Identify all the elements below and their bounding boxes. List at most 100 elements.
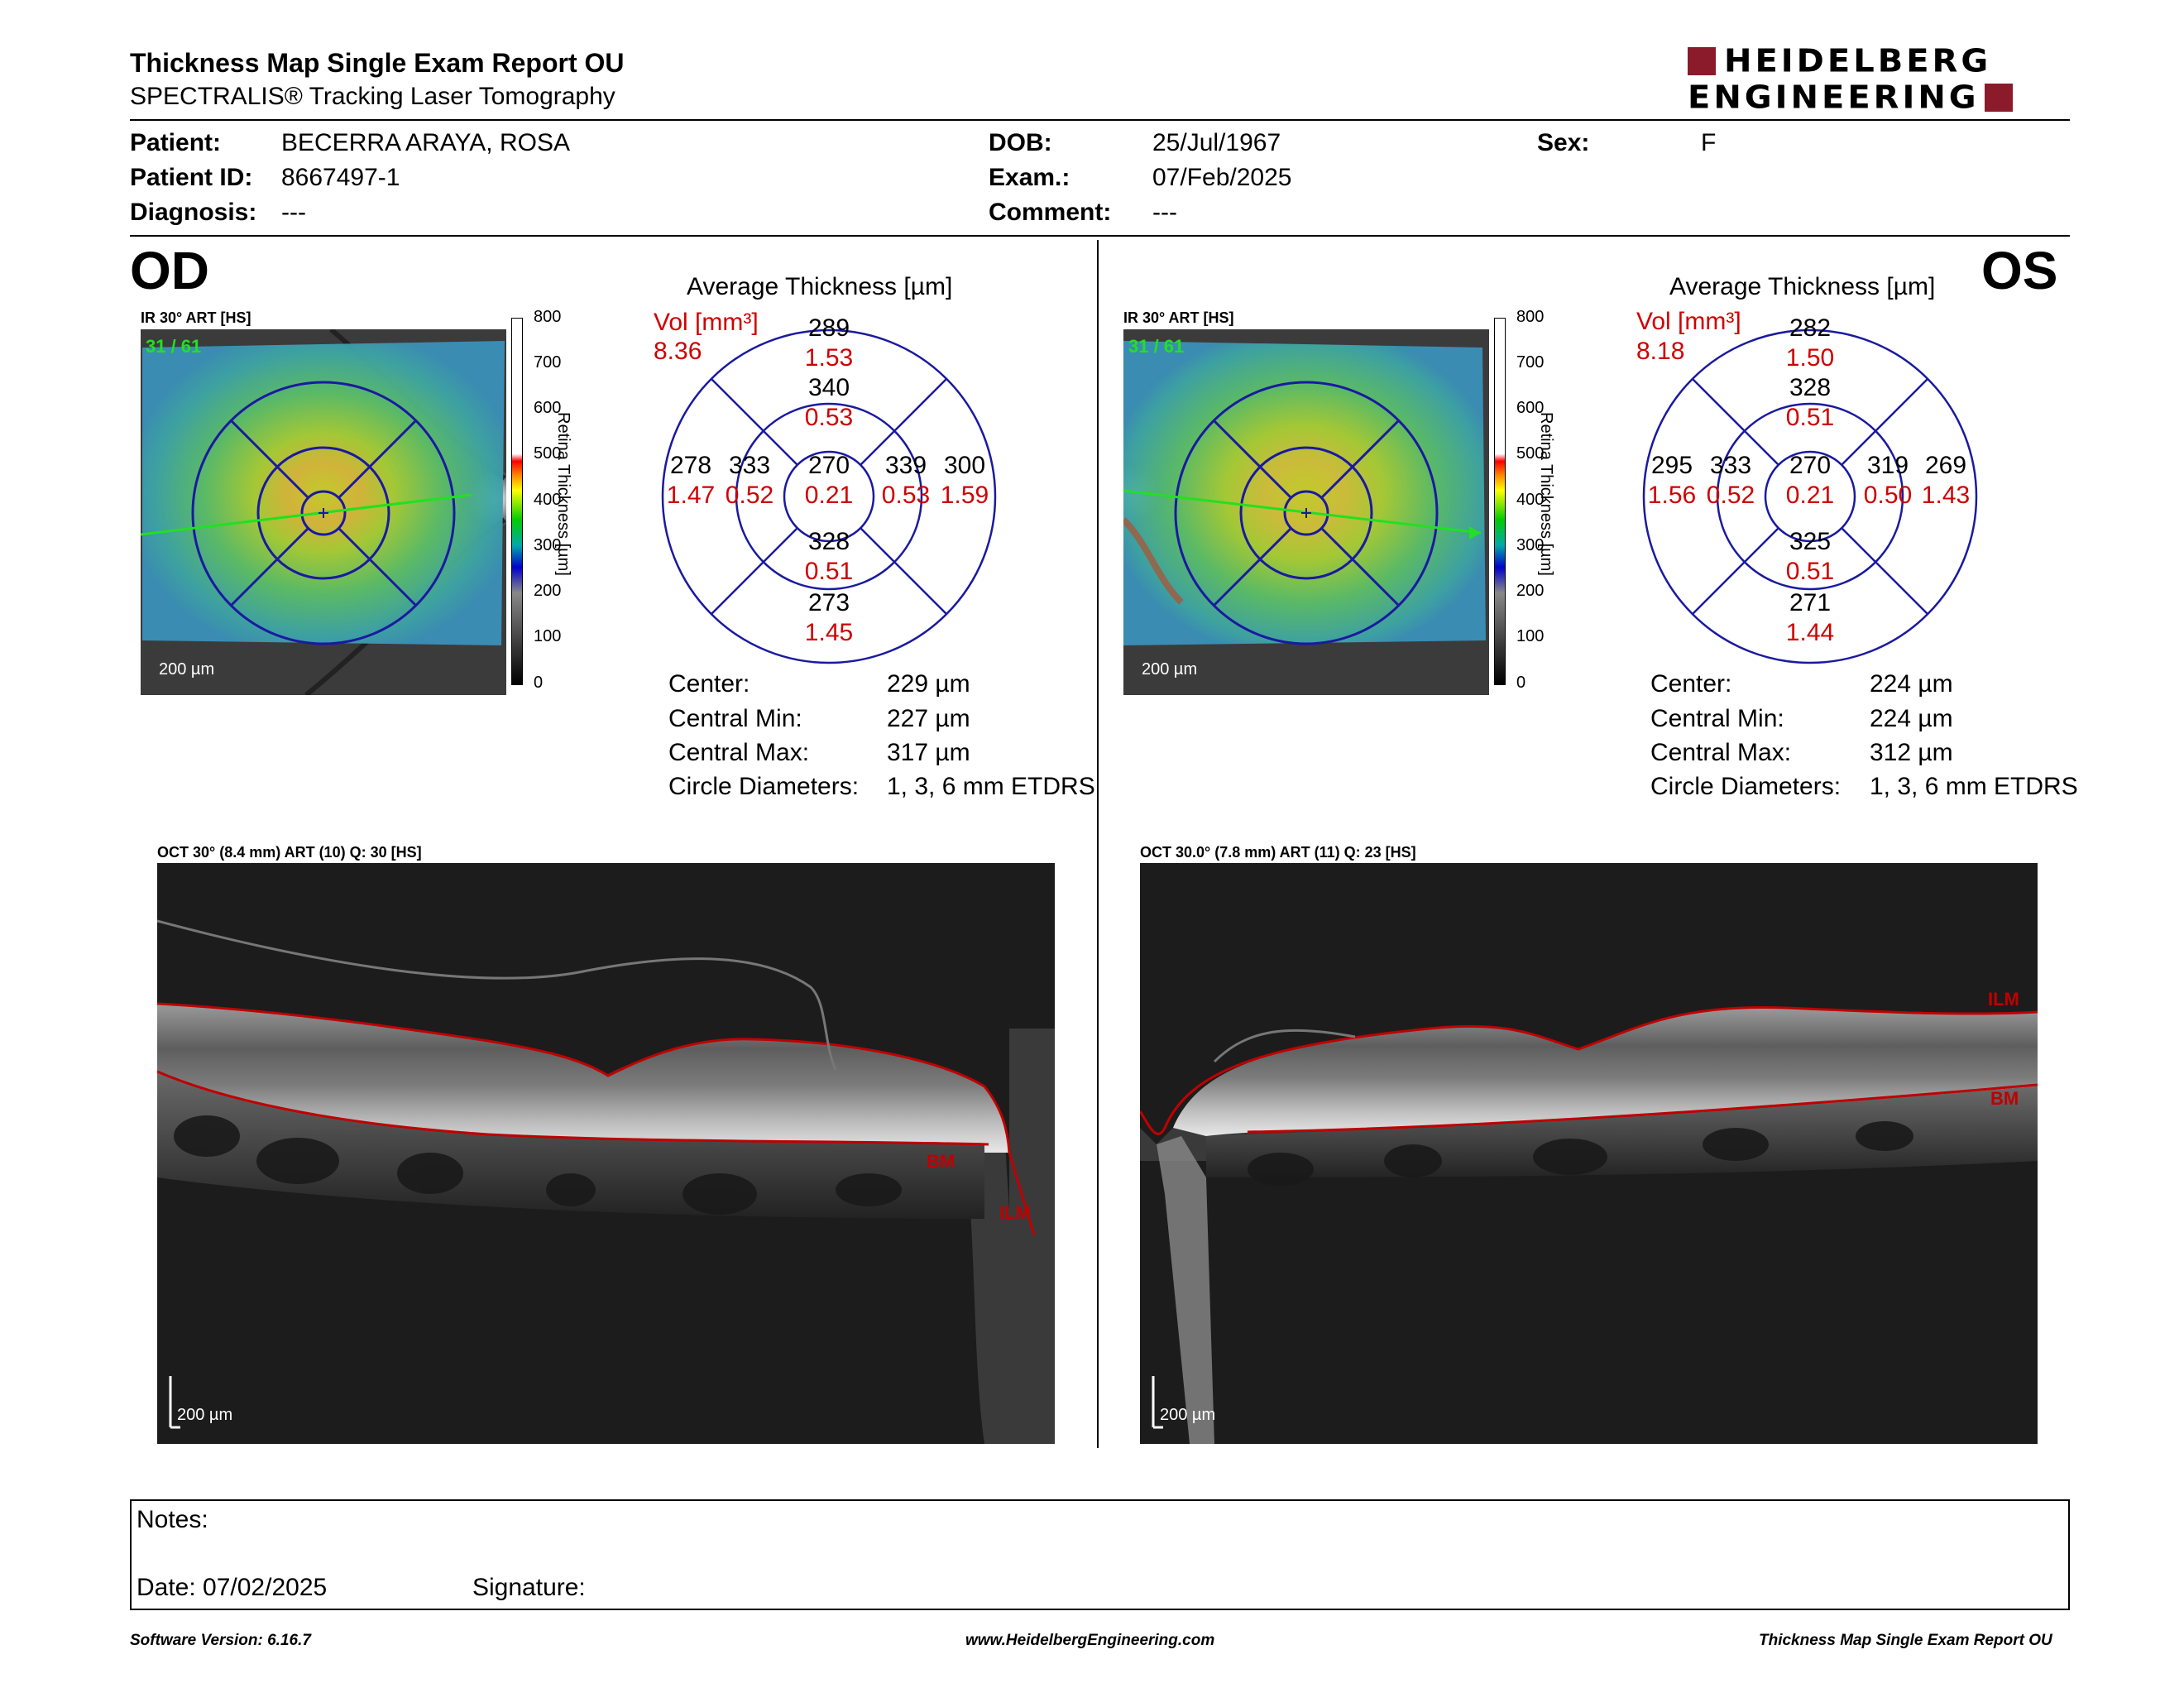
od-inner-left-volume: 0.52	[725, 482, 774, 509]
od-tick-600: 600	[534, 399, 562, 417]
od-center-volume: 0.21	[804, 482, 854, 509]
od-inner-inf-thickness: 328	[807, 528, 850, 555]
signature-label: Signature:	[472, 1574, 586, 1601]
od-tick-300: 300	[534, 536, 562, 554]
od-outer-inf-thickness: 273	[807, 589, 850, 616]
od-outer-right-thickness: 300	[943, 452, 986, 479]
od-legend-ticks: 800 700 600 500 400 300 200 100 0	[534, 308, 567, 697]
od-inner-right-thickness: 339	[884, 452, 927, 479]
od-tick-800: 800	[534, 308, 562, 326]
report-subtitle: SPECTRALIS® Tracking Laser Tomography	[130, 83, 615, 110]
dob-label: DOB:	[989, 129, 1052, 156]
os-legend-ticks: 800 700 600 500 400 300 200 100 0	[1516, 308, 1549, 697]
od-tick-500: 500	[534, 444, 562, 463]
od-inner-right-volume: 0.53	[881, 482, 931, 509]
od-oct-scale-bar: 200 µm	[177, 1406, 233, 1424]
os-stat-diam-label: Circle Diameters:	[1650, 773, 1842, 800]
od-fundus-thickness-map: 31 / 61 200 µm	[141, 329, 506, 695]
os-etdrs-grid	[1642, 328, 1978, 664]
comment-value: ---	[1152, 199, 1177, 226]
od-inner-inf-volume: 0.51	[804, 558, 854, 585]
os-inner-inf-thickness: 325	[1789, 528, 1832, 555]
os-vol-label: Vol [mm³]	[1636, 308, 1741, 335]
os-oct-ilm-label: ILM	[1988, 989, 2019, 1009]
od-frame-count: 31 / 61	[146, 336, 202, 357]
od-tick-0: 0	[534, 674, 544, 692]
os-outer-inf-thickness: 271	[1789, 589, 1832, 616]
od-inner-sup-volume: 0.53	[804, 404, 854, 431]
od-stat-min-value: 227 µm	[887, 705, 970, 732]
od-oct-bscan: BM ILM 200 µm	[157, 863, 1055, 1444]
os-tick-800: 800	[1516, 308, 1545, 326]
os-inner-sup-volume: 0.51	[1785, 404, 1835, 431]
software-version: Software Version: 6.16.7	[130, 1632, 311, 1649]
od-oct-label: OCT 30° (8.4 mm) ART (10) Q: 30 [HS]	[157, 844, 422, 861]
od-thickness-legend-bar	[511, 318, 523, 685]
report-title: Thickness Map Single Exam Report OU	[130, 48, 625, 78]
eye-divider	[1097, 240, 1099, 1448]
od-tick-100: 100	[534, 627, 562, 645]
os-stat-min-label: Central Min:	[1650, 705, 1784, 732]
od-stat-max-value: 317 µm	[887, 739, 970, 766]
os-oct-bscan: ILM BM 200 µm	[1140, 863, 2038, 1444]
diagnosis-label: Diagnosis:	[130, 199, 257, 226]
os-inner-inf-volume: 0.51	[1785, 558, 1835, 585]
exam-value: 07/Feb/2025	[1152, 164, 1292, 191]
os-fundus-scale-bar: 200 µm	[1142, 660, 1198, 679]
os-avg-title: Average Thickness [µm]	[1669, 273, 1936, 300]
os-center-thickness: 270	[1789, 452, 1832, 479]
od-vol-label: Vol [mm³]	[654, 309, 759, 336]
date-label: Date: 07/02/2025	[136, 1574, 328, 1601]
comment-label: Comment:	[989, 199, 1112, 226]
dob-value: 25/Jul/1967	[1152, 129, 1281, 156]
od-stat-max-label: Central Max:	[668, 739, 810, 766]
od-outer-left-volume: 1.47	[666, 482, 716, 509]
os-stat-min-value: 224 µm	[1870, 705, 1953, 732]
sex-label: Sex:	[1537, 129, 1590, 156]
od-stat-diam-label: Circle Diameters:	[668, 773, 860, 800]
patient-id-value: 8667497-1	[281, 164, 400, 191]
os-tick-400: 400	[1516, 491, 1545, 509]
os-ir-label: IR 30° ART [HS]	[1123, 309, 1234, 326]
os-inner-sup-thickness: 328	[1789, 374, 1832, 401]
os-tick-100: 100	[1516, 627, 1545, 645]
od-tick-200: 200	[534, 582, 562, 600]
os-inner-left-volume: 0.52	[1706, 482, 1755, 509]
logo-square-icon	[1688, 47, 1716, 75]
od-ir-label: IR 30° ART [HS]	[141, 309, 251, 326]
os-legend-title: Retina Thickness [µm]	[1537, 412, 1555, 576]
os-tick-200: 200	[1516, 582, 1545, 600]
od-legend-title: Retina Thickness [µm]	[554, 412, 572, 576]
od-eye-label: OD	[130, 241, 209, 300]
os-vol-value: 8.18	[1636, 338, 1685, 365]
od-avg-title: Average Thickness [µm]	[687, 273, 953, 300]
diagnosis-value: ---	[281, 199, 306, 226]
info-divider	[130, 235, 2070, 237]
od-center-thickness: 270	[807, 452, 850, 479]
os-outer-left-thickness: 295	[1650, 452, 1693, 479]
patient-value: BECERRA ARAYA, ROSA	[281, 129, 570, 156]
patient-label: Patient:	[130, 129, 222, 156]
od-tick-700: 700	[534, 353, 562, 372]
os-tick-500: 500	[1516, 444, 1545, 463]
os-stat-center-value: 224 µm	[1870, 670, 1953, 698]
od-stat-center-label: Center:	[668, 670, 750, 698]
od-outer-right-volume: 1.59	[940, 482, 989, 509]
od-tick-400: 400	[534, 491, 562, 509]
od-etdrs-grid	[661, 328, 997, 664]
od-fundus-scale-bar: 200 µm	[159, 660, 215, 679]
website-link[interactable]: www.HeidelbergEngineering.com	[965, 1632, 1215, 1649]
od-outer-inf-volume: 1.45	[804, 619, 854, 646]
os-tick-0: 0	[1516, 674, 1526, 692]
od-outer-sup-thickness: 289	[807, 314, 850, 342]
sex-value: F	[1701, 129, 1717, 156]
notes-box[interactable]: Notes: Date: 07/02/2025 Signature:	[130, 1499, 2070, 1610]
os-inner-right-volume: 0.50	[1863, 482, 1913, 509]
os-tick-700: 700	[1516, 353, 1545, 372]
os-oct-scale-bar: 200 µm	[1160, 1406, 1216, 1424]
os-stat-center-label: Center:	[1650, 670, 1732, 698]
heidelberg-logo: HEIDELBERG ENGINEERING	[1688, 45, 2070, 117]
od-oct-bm-label: BM	[927, 1151, 956, 1172]
os-tick-600: 600	[1516, 399, 1545, 417]
notes-label: Notes:	[136, 1506, 208, 1533]
